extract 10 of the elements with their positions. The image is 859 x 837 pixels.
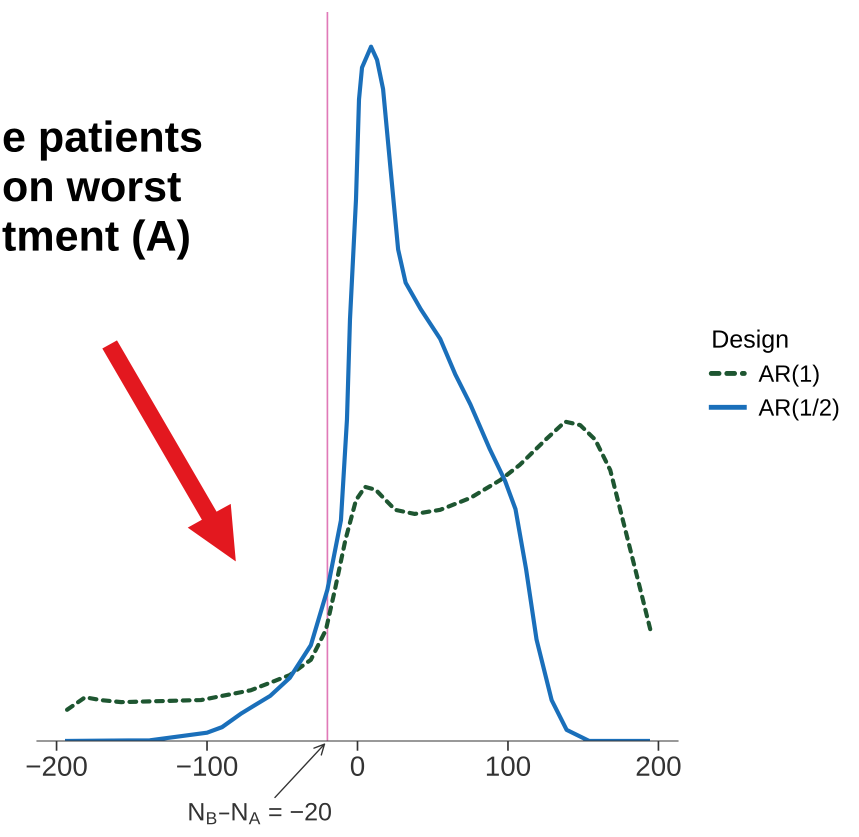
annotation: e patients on worst tment (A)	[2, 120, 202, 260]
x-tick-label: −100	[177, 756, 238, 776]
legend-title: Design	[713, 330, 788, 353]
legend-label: AR(1/2)	[758, 398, 838, 420]
x-tick-label: 0	[350, 756, 364, 776]
x-tick-label: 100	[486, 756, 530, 776]
ref-line-label: N$_{B}$–N$_{A}$ = −20	[189, 802, 331, 824]
legend-label: AR(1)	[758, 364, 819, 387]
x-tick-label: 200	[636, 756, 681, 776]
x-tick-label: −200	[26, 756, 87, 776]
